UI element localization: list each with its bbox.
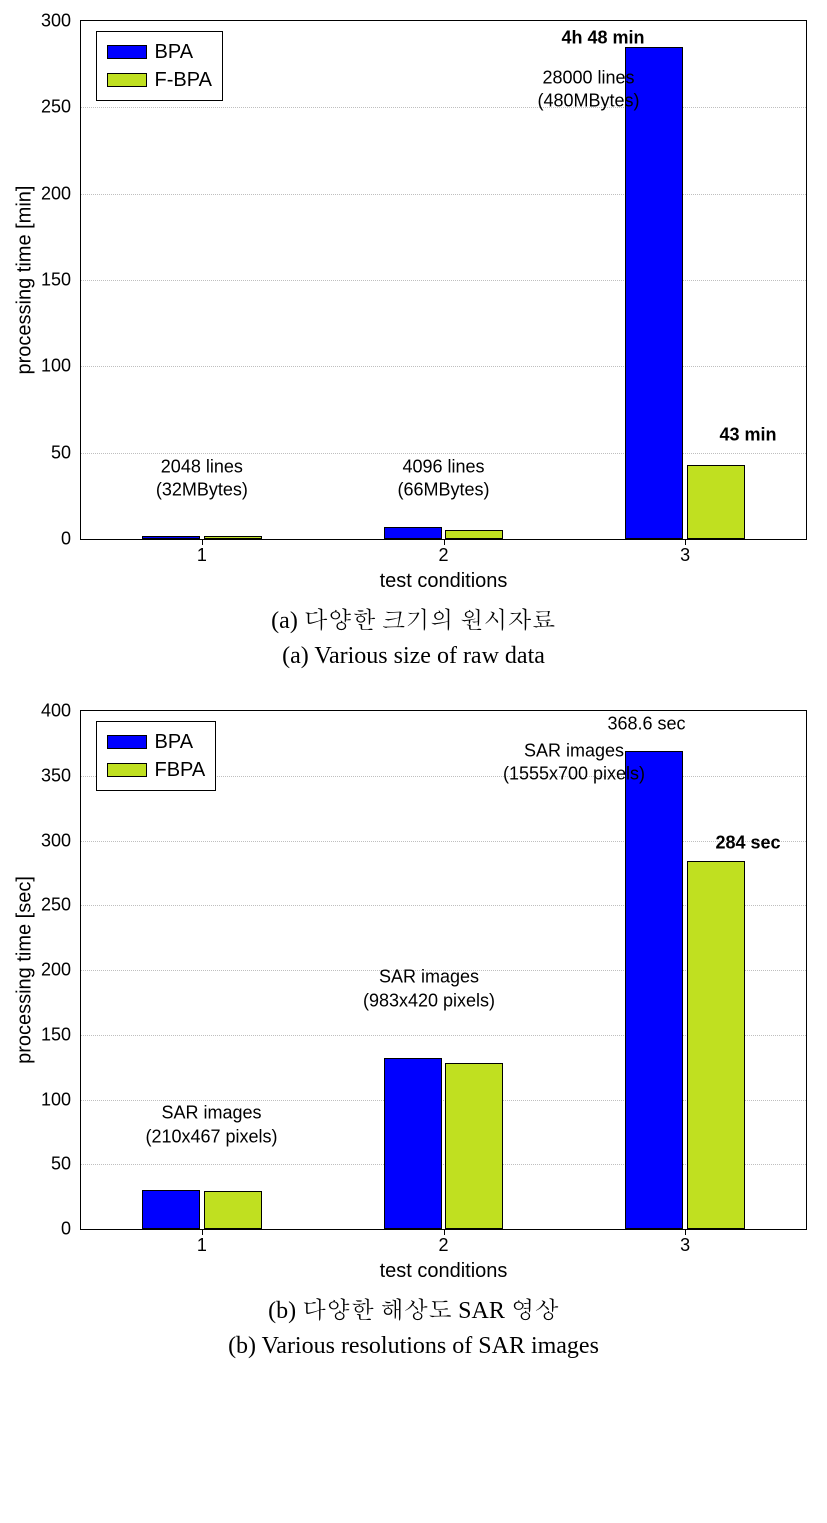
bar-bpa: [142, 536, 200, 539]
bar-bpa: [384, 1058, 442, 1229]
annotation: 4096 lines(66MBytes): [397, 455, 489, 502]
caption-b-en: (b) Various resolutions of SAR images: [10, 1333, 817, 1360]
xtick-label: 3: [680, 539, 690, 566]
bar-bpa: [142, 1190, 200, 1229]
ylabel-a: processing time [min]: [14, 186, 37, 375]
gridline: [81, 366, 806, 367]
chart-a: processing time [min] 050100150200250300…: [80, 20, 807, 540]
xtick-label: 3: [680, 1229, 690, 1256]
annotation: 28000 lines(480MBytes): [537, 67, 639, 114]
xtick-label: 1: [197, 1229, 207, 1256]
legend-label: BPA: [155, 38, 194, 66]
ytick-label: 50: [51, 442, 81, 463]
caption-b-native: (b) 다양한 해상도 SAR 영상: [10, 1291, 817, 1325]
ytick-label: 350: [41, 765, 81, 786]
ytick-label: 0: [61, 529, 81, 550]
gridline: [81, 841, 806, 842]
annotation: 368.6 sec: [607, 712, 685, 735]
ytick-label: 150: [41, 270, 81, 291]
legend-item: BPA: [107, 728, 206, 756]
xtick-label: 2: [438, 1229, 448, 1256]
annotation: SAR images(983x420 pixels): [363, 966, 495, 1013]
ytick-label: 0: [61, 1219, 81, 1240]
xlabel-b: test conditions: [80, 1260, 807, 1283]
caption-a-en: (a) Various size of raw data: [10, 643, 817, 670]
legend: BPAFBPA: [96, 721, 217, 791]
annotation: 43 min: [719, 424, 776, 447]
ytick-label: 300: [41, 11, 81, 32]
bar-fbpa: [445, 1063, 503, 1229]
bar-bpa: [384, 527, 442, 539]
legend: BPAF-BPA: [96, 31, 223, 101]
annotation: SAR images(210x467 pixels): [145, 1102, 277, 1149]
gridline: [81, 280, 806, 281]
legend-swatch: [107, 763, 147, 777]
bar-f-bpa: [445, 530, 503, 539]
ytick-label: 100: [41, 356, 81, 377]
figure-b: processing time [sec] 0 50 100 150 200 250 300…: [10, 710, 817, 1360]
ytick-label: 50: [51, 1154, 81, 1175]
annotation: 4h 48 min: [561, 27, 644, 50]
ytick-label: 300: [41, 830, 81, 851]
legend-item: FBPA: [107, 756, 206, 784]
legend-swatch: [107, 45, 147, 59]
legend-label: BPA: [155, 728, 194, 756]
bar-bpa: [625, 751, 683, 1229]
ytick-label: 400: [41, 701, 81, 722]
ytick-label: 200: [41, 960, 81, 981]
bar-bpa: [625, 47, 683, 539]
bar-fbpa: [687, 861, 745, 1229]
gridline: [81, 107, 806, 108]
xtick-label: 2: [438, 539, 448, 566]
ytick-label: 250: [41, 97, 81, 118]
chart-b: processing time [sec] 050100150200250300…: [80, 710, 807, 1230]
legend-item: BPA: [107, 38, 212, 66]
legend-swatch: [107, 73, 147, 87]
gridline: [81, 453, 806, 454]
ytick-label: 100: [41, 1089, 81, 1110]
ylabel-b: processing time [sec]: [14, 876, 37, 1064]
xtick-label: 1: [197, 539, 207, 566]
annotation: 284 sec: [715, 831, 780, 854]
legend-swatch: [107, 735, 147, 749]
annotation: 2048 lines(32MBytes): [156, 455, 248, 502]
bar-f-bpa: [687, 465, 745, 539]
gridline: [81, 194, 806, 195]
caption-a-native: (a) 다양한 크기의 원시자료: [10, 601, 817, 635]
figure-a: processing time [min] 050100150200250300…: [10, 20, 817, 670]
ytick-label: 200: [41, 183, 81, 204]
bar-f-bpa: [204, 536, 262, 539]
ytick-label: 150: [41, 1024, 81, 1045]
annotation: SAR images(1555x700 pixels): [503, 739, 645, 786]
xlabel-a: test conditions: [80, 570, 807, 593]
ytick-label: 250: [41, 895, 81, 916]
legend-item: F-BPA: [107, 66, 212, 94]
bar-fbpa: [204, 1191, 262, 1229]
legend-label: FBPA: [155, 756, 206, 784]
legend-label: F-BPA: [155, 66, 212, 94]
